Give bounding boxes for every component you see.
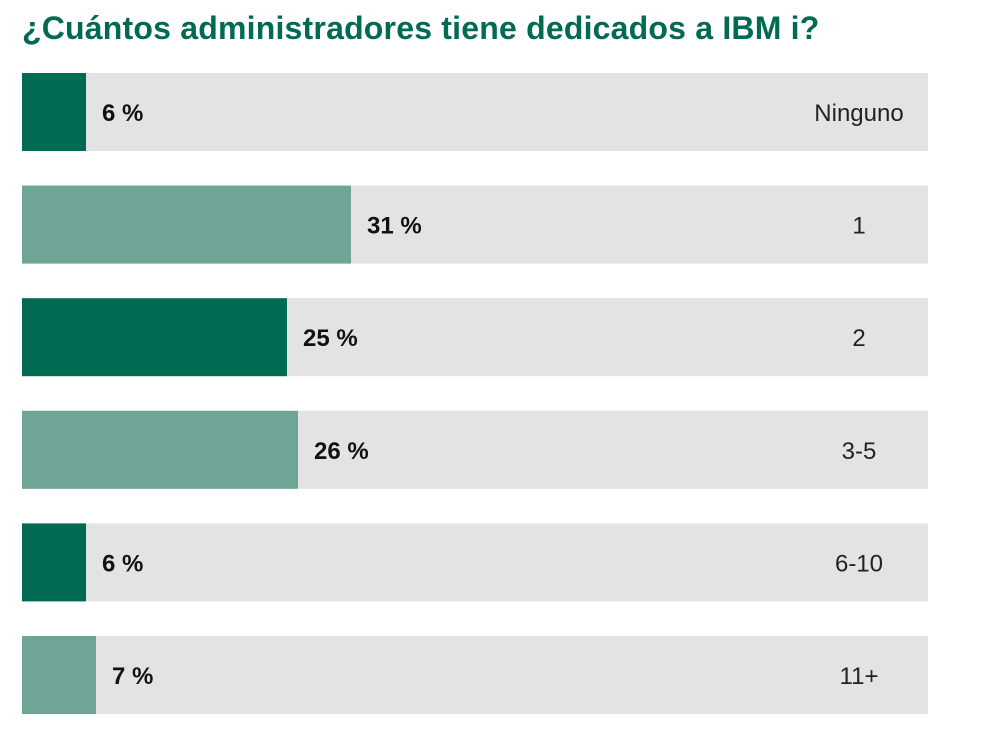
category-label-4: 6-10: [835, 550, 883, 577]
value-label-3: 26 %: [314, 438, 369, 465]
value-label-5: 7 %: [112, 663, 153, 690]
bar-5: [22, 636, 96, 714]
value-label-4: 6 %: [102, 550, 143, 577]
category-label-3: 3-5: [842, 438, 877, 465]
category-label-5: 11+: [840, 663, 879, 690]
bar-rows: 6 % Ninguno 31 % 1 25 % 2 26 % 3-5 6 % 6-10 7 % 11+: [22, 73, 928, 714]
category-label-1: 1: [852, 213, 865, 240]
bar-2: [22, 298, 287, 377]
value-label-0: 6 %: [102, 100, 143, 127]
category-label-2: 2: [852, 325, 865, 352]
bar-track-5: [22, 636, 928, 714]
chart-title: ¿Cuántos administradores tiene dedicados…: [22, 10, 820, 46]
bar-track-0: [22, 73, 928, 151]
value-label-1: 31 %: [367, 213, 422, 240]
bar-0: [22, 73, 86, 151]
bar-track-4: [22, 523, 928, 602]
bar-4: [22, 523, 86, 602]
bar-1: [22, 185, 351, 264]
value-label-2: 25 %: [303, 325, 358, 352]
category-label-0: Ninguno: [814, 100, 903, 127]
bar-3: [22, 410, 298, 489]
